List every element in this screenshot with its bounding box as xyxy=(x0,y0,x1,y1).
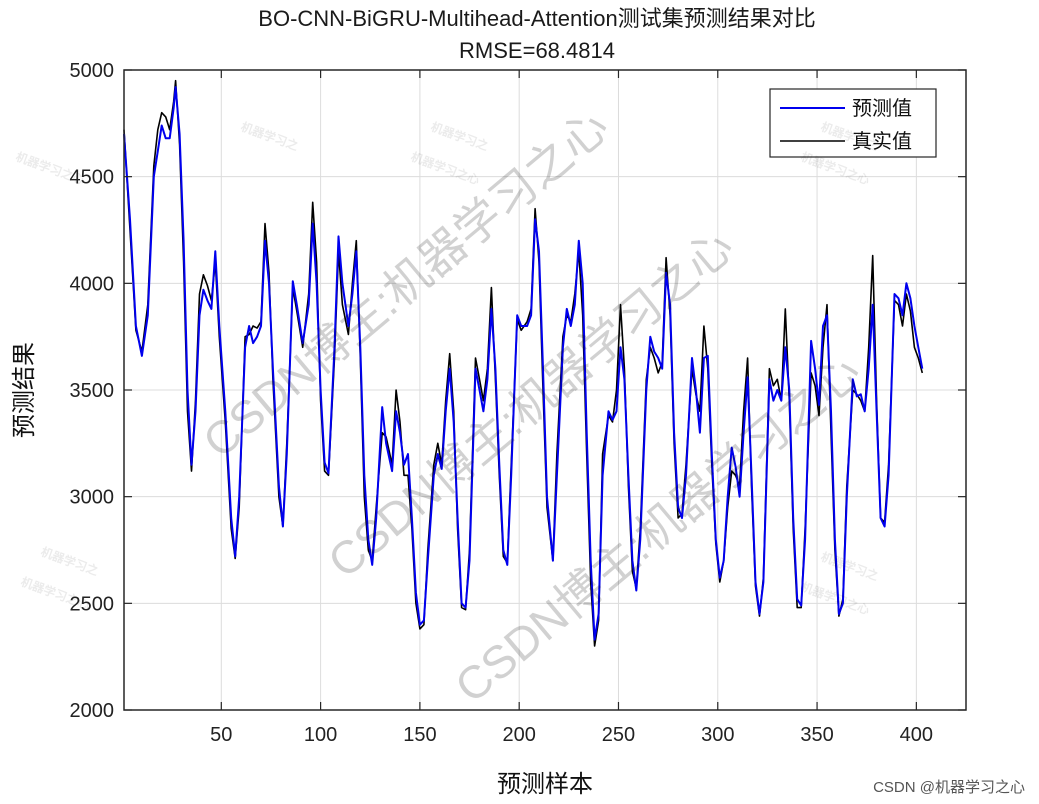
footer-credit: CSDN @机器学习之心 xyxy=(873,779,1025,796)
legend-label-actual: 真实值 xyxy=(852,129,912,153)
x-axis-label: 预测样本 xyxy=(497,770,593,798)
series-layer xyxy=(123,79,924,647)
x-tick-label: 200 xyxy=(502,724,535,746)
y-axis-label: 预测结果 xyxy=(10,342,38,438)
legend-box xyxy=(769,88,937,158)
series-predicted-line xyxy=(123,86,924,641)
y-tick-label: 3500 xyxy=(70,380,115,402)
x-tick-label: 350 xyxy=(800,724,833,746)
chart-title: BO-CNN-BiGRU-Multihead-Attention测试集预测结果对… xyxy=(258,6,815,31)
x-tick-label: 50 xyxy=(210,724,232,746)
y-tick-label: 5000 xyxy=(70,60,115,82)
x-tick-label: 400 xyxy=(900,724,933,746)
y-tick-label: 2500 xyxy=(70,593,115,615)
y-tick-label: 2000 xyxy=(70,700,115,722)
x-tick-label: 250 xyxy=(602,724,635,746)
axis-ticks: 50 100 150 200 250 300 350 400 2000 2500 3000 3500 4… xyxy=(70,60,966,746)
chart-subtitle: RMSE=68.4814 xyxy=(459,38,615,63)
x-tick-label: 100 xyxy=(304,724,337,746)
y-tick-label: 4000 xyxy=(70,273,115,295)
y-tick-label: 3000 xyxy=(70,487,115,509)
y-tick-label: 4500 xyxy=(70,167,115,189)
legend-label-predicted: 预测值 xyxy=(852,96,912,120)
legend: 预测值 真实值 xyxy=(769,88,937,158)
x-tick-label: 300 xyxy=(701,724,734,746)
x-tick-label: 150 xyxy=(403,724,436,746)
